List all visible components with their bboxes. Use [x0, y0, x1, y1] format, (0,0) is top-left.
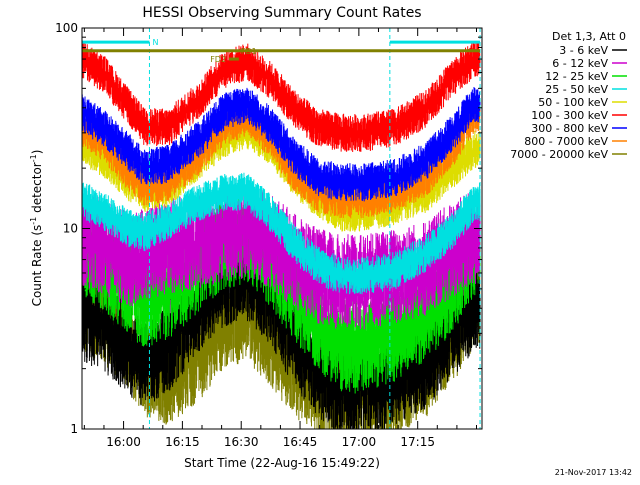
x-tick-label: 17:00	[342, 435, 377, 449]
y-axis-label-part: Count Rate (s	[30, 225, 44, 307]
legend-entry-label: 25 - 50 keV	[545, 83, 608, 96]
flag-label: FD1	[241, 47, 257, 56]
legend-entry-label: 300 - 800 keV	[531, 122, 608, 135]
plot-area: N FD1 FD2	[82, 28, 481, 429]
y-axis-label-superscript: -1	[29, 217, 38, 225]
series-100-to-300keV-trace	[82, 40, 481, 152]
legend-entry-label: 12 - 25 keV	[545, 70, 608, 83]
x-tick-label: 16:45	[283, 435, 318, 449]
legend-header: Det 1,3, Att 0	[552, 30, 626, 43]
legend-entry-label: 50 - 100 keV	[538, 96, 608, 109]
y-axis-label-superscript: -1	[29, 154, 38, 162]
legend-entry-label: 6 - 12 keV	[552, 57, 608, 70]
x-tick-label: 16:00	[106, 435, 141, 449]
generation-timestamp: 21-Nov-2017 13:42	[555, 468, 632, 477]
y-axis-label-part: )	[30, 150, 44, 155]
legend-entry-label: 7000 - 20000 keV	[510, 148, 608, 161]
y-tick-label: 10	[63, 222, 78, 236]
series-layer: N FD1 FD2	[82, 28, 481, 429]
y-axis-label: Count Rate (s-1 detector-1)	[29, 150, 44, 307]
flag-label: FD2	[210, 55, 226, 64]
x-axis-label: Start Time (22-Aug-16 15:49:22)	[184, 456, 380, 470]
series-300-to-800keV-trace	[82, 87, 481, 202]
x-tick-label: 17:15	[400, 435, 435, 449]
x-axis: 16:00 16:15 16:30 16:45 17:00 17:15	[83, 28, 478, 449]
y-tick-label: 100	[55, 21, 78, 35]
series-25-to-50keV-trace	[82, 172, 481, 295]
legend-entry-label: 100 - 300 keV	[531, 109, 608, 122]
chart-title: HESSI Observing Summary Count Rates	[142, 5, 421, 21]
y-tick-label: 1	[70, 422, 78, 436]
flag-label: N	[152, 38, 158, 47]
legend-entry-label: 3 - 6 keV	[559, 44, 608, 57]
legend-entry-label: 800 - 7000 keV	[524, 135, 608, 148]
y-axis-label-part: detector	[30, 162, 44, 217]
x-tick-label: 16:15	[165, 435, 200, 449]
y-axis: 1 10 100	[55, 21, 482, 436]
x-tick-label: 16:30	[224, 435, 259, 449]
